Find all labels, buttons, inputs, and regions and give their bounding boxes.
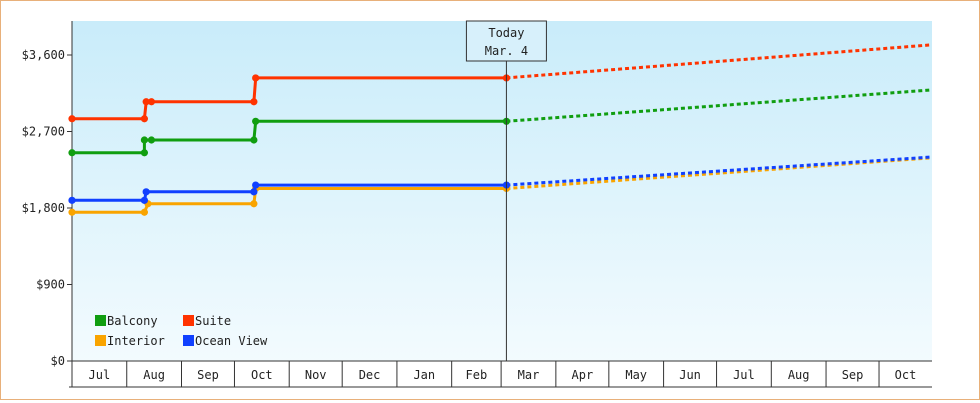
data-point bbox=[68, 149, 76, 157]
data-point bbox=[68, 196, 76, 204]
today-label: Today bbox=[488, 26, 524, 40]
data-point bbox=[250, 98, 258, 106]
x-tick-label: Dec bbox=[359, 368, 381, 382]
legend-swatch bbox=[95, 315, 106, 326]
data-point bbox=[252, 181, 260, 189]
data-point bbox=[252, 117, 260, 125]
y-tick-label: $3,600 bbox=[22, 48, 65, 62]
y-tick-label: $2,700 bbox=[22, 125, 65, 139]
forecast-line bbox=[506, 88, 933, 123]
forecast-line bbox=[506, 156, 933, 190]
data-point bbox=[140, 208, 149, 216]
legend-label: Balcony bbox=[107, 314, 158, 328]
x-tick-label: Oct bbox=[251, 368, 273, 382]
legend-label: Ocean View bbox=[195, 334, 268, 348]
data-point bbox=[147, 98, 156, 106]
x-tick-label: May bbox=[625, 368, 647, 382]
x-tick-label: Jan bbox=[413, 368, 435, 382]
legend-swatch bbox=[183, 315, 194, 326]
x-tick-label: Aug bbox=[788, 368, 810, 382]
data-point bbox=[68, 208, 76, 216]
x-tick-label: Jul bbox=[89, 368, 111, 382]
y-tick-label: $1,800 bbox=[22, 201, 65, 215]
data-point bbox=[252, 74, 260, 82]
x-tick-label: Sep bbox=[842, 368, 864, 382]
legend-label: Suite bbox=[195, 314, 231, 328]
x-tick-label: Apr bbox=[572, 368, 594, 382]
x-tick-label: Jul bbox=[733, 368, 755, 382]
today-label-box bbox=[465, 20, 547, 62]
y-tick-label: $0 bbox=[51, 354, 65, 368]
x-tick-label: Mar bbox=[518, 368, 540, 382]
legend-swatch bbox=[183, 335, 194, 346]
data-point bbox=[250, 200, 258, 208]
forecast-line bbox=[506, 43, 933, 80]
y-tick-label: $900 bbox=[36, 278, 65, 292]
x-tick-label: Feb bbox=[466, 368, 488, 382]
legend-swatch bbox=[95, 335, 106, 346]
x-tick-label: Aug bbox=[143, 368, 165, 382]
data-point bbox=[147, 136, 156, 144]
forecast-line bbox=[506, 155, 933, 187]
data-point bbox=[140, 196, 149, 204]
data-point bbox=[142, 188, 150, 196]
series-line bbox=[72, 183, 507, 202]
series-line bbox=[72, 187, 507, 214]
data-point bbox=[250, 136, 258, 144]
x-tick-label: Jun bbox=[679, 368, 701, 382]
x-tick-label: Oct bbox=[895, 368, 917, 382]
data-point bbox=[140, 149, 149, 157]
data-point bbox=[68, 115, 76, 123]
data-point bbox=[140, 136, 149, 144]
x-tick-label: Nov bbox=[305, 368, 327, 382]
data-point bbox=[140, 115, 149, 123]
x-tick-label: Sep bbox=[197, 368, 219, 382]
legend-label: Interior bbox=[107, 334, 165, 348]
data-point bbox=[142, 98, 150, 106]
today-date: Mar. 4 bbox=[485, 44, 528, 58]
data-point bbox=[250, 188, 258, 196]
